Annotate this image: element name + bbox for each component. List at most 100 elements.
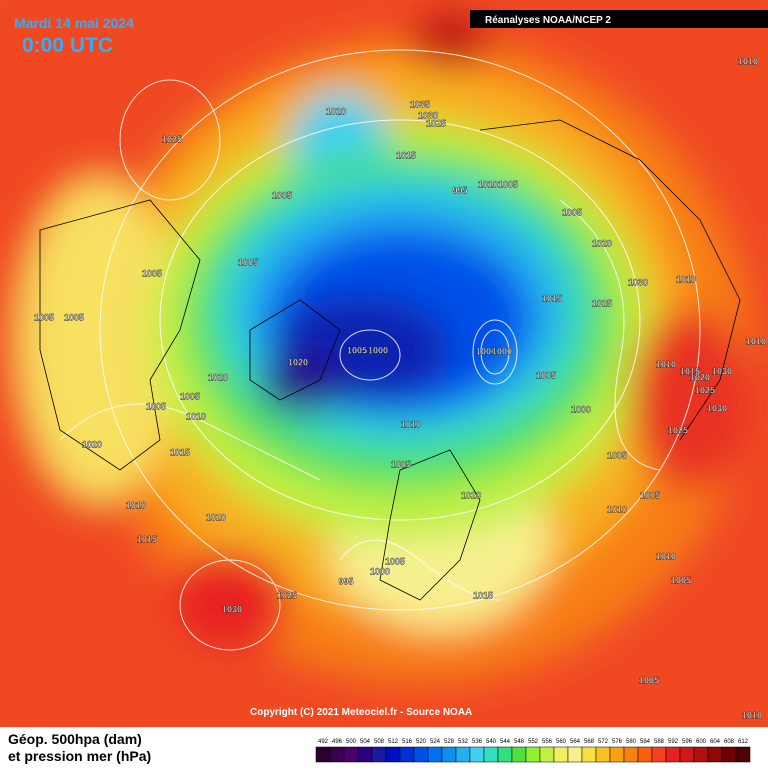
isobar-label: 1030 [418, 110, 438, 120]
isobar-label: 1010 [607, 504, 627, 514]
isobar-label: 1005 [607, 450, 627, 460]
scale-label: 584 [640, 739, 651, 745]
isobar-label: 1010 [742, 710, 762, 720]
scale-swatch [385, 746, 401, 763]
isobar-label: 1015 [680, 366, 700, 376]
isobar-label: 1005 [347, 345, 367, 355]
isobar-label: 1005 [562, 207, 582, 217]
scale-label: 612 [738, 739, 749, 745]
isobars [59, 49, 701, 651]
scale-label: 548 [514, 739, 525, 745]
scale-swatch [637, 746, 653, 763]
scale-swatch [567, 746, 583, 763]
scale-swatch [721, 746, 737, 763]
scale-label: 588 [654, 739, 665, 745]
scale-swatch [525, 746, 541, 763]
scale-swatch [511, 746, 527, 763]
isobar-label: 1020 [288, 357, 308, 367]
isobar-label: 1005 [498, 179, 518, 189]
isobar-label: 1005 [64, 312, 84, 322]
legend-title: Géop. 500hpa (dam) [8, 731, 142, 747]
scale-swatch [623, 746, 639, 763]
scale-swatch [371, 746, 387, 763]
scale-swatch [427, 746, 443, 763]
isobar-label: 1005 [34, 312, 54, 322]
isobar-label: 1005 [640, 490, 660, 500]
scale-label: 600 [696, 739, 707, 745]
scale-swatch [441, 746, 457, 763]
isobar-label: 1015 [170, 447, 190, 457]
scale-label: 508 [374, 739, 385, 745]
scale-label: 520 [416, 739, 427, 745]
scale-label: 608 [724, 739, 735, 745]
scale-label: 532 [458, 739, 469, 745]
legend-subtitle: et pression mer (hPa) [8, 748, 151, 764]
isobar-label: 1010 [676, 274, 696, 284]
isobar-label: 1020 [326, 106, 346, 116]
isobar-label: 1020 [82, 439, 102, 449]
isobar-label: 1015 [542, 293, 562, 303]
isobar-label: 1025 [668, 425, 688, 435]
scale-label: 528 [444, 739, 455, 745]
isobar-label: 1030 [712, 366, 732, 376]
isobar-label: 1020 [592, 238, 612, 248]
isobar-label: 1005 [146, 401, 166, 411]
scale-label: 552 [528, 739, 539, 745]
scale-label: 560 [556, 739, 567, 745]
scale-swatch [469, 746, 485, 763]
scale-label: 500 [346, 739, 357, 745]
isobar-label: 1025 [162, 134, 182, 144]
isobar-label: 1000 [571, 404, 591, 414]
isobar-label: 1025 [426, 118, 446, 128]
scale-swatch [497, 746, 513, 763]
scale-swatch [357, 746, 373, 763]
isobar-label: 1005 [639, 675, 659, 685]
scale-swatch [399, 746, 415, 763]
scale-swatch [609, 746, 625, 763]
isobar-label: 1000 [368, 345, 388, 355]
isobar-label: 1010 [126, 500, 146, 510]
isobar-label: 1005 [238, 257, 258, 267]
isobar-label: 1025 [277, 590, 297, 600]
scale-swatch [679, 746, 695, 763]
isobar-label: 1010 [401, 419, 421, 429]
isobar-label: 1010 [478, 179, 498, 189]
scale-label: 556 [542, 739, 553, 745]
isobar-label: 1010 [656, 359, 676, 369]
scale-swatch [413, 746, 429, 763]
scale-swatch [343, 746, 359, 763]
scale-swatch [665, 746, 681, 763]
isobar-label: 1005 [536, 370, 556, 380]
scale-swatch [553, 746, 569, 763]
scale-swatch [707, 746, 723, 763]
map-time: 0:00 UTC [22, 34, 113, 57]
scale-label: 596 [682, 739, 693, 745]
isobar-label: 1035 [410, 99, 430, 109]
isobar-label: 995 [452, 185, 467, 195]
isobar-label: 1030 [628, 277, 648, 287]
scale-label: 568 [584, 739, 595, 745]
isobar-label: 1010 [738, 56, 758, 66]
isobar-label: 1015 [396, 150, 416, 160]
isobar-label: 1020 [690, 372, 710, 382]
scale-label: 496 [332, 739, 343, 745]
scale-label: 604 [710, 739, 721, 745]
scale-label: 492 [318, 739, 329, 745]
scale-swatch [455, 746, 471, 763]
scale-label: 504 [360, 739, 371, 745]
color-scale: 492 496 500 504 508 512 516 520 524 528 532 536 540 5… [315, 739, 751, 763]
isobar-label: 1030 [222, 604, 242, 614]
scale-swatch [483, 746, 499, 763]
isobar-label: 1000 [492, 346, 512, 356]
coastlines [39, 119, 741, 601]
isobar-label: 1015 [137, 534, 157, 544]
isobar-label: 1000 [370, 566, 390, 576]
scale-label: 544 [500, 739, 511, 745]
isobar-label: 1020 [461, 490, 481, 500]
scale-label: 564 [570, 739, 581, 745]
scale-swatch [315, 746, 331, 763]
isobar-label: 1015 [473, 590, 493, 600]
isobar-label: 1005 [385, 556, 405, 566]
scale-swatch [539, 746, 555, 763]
